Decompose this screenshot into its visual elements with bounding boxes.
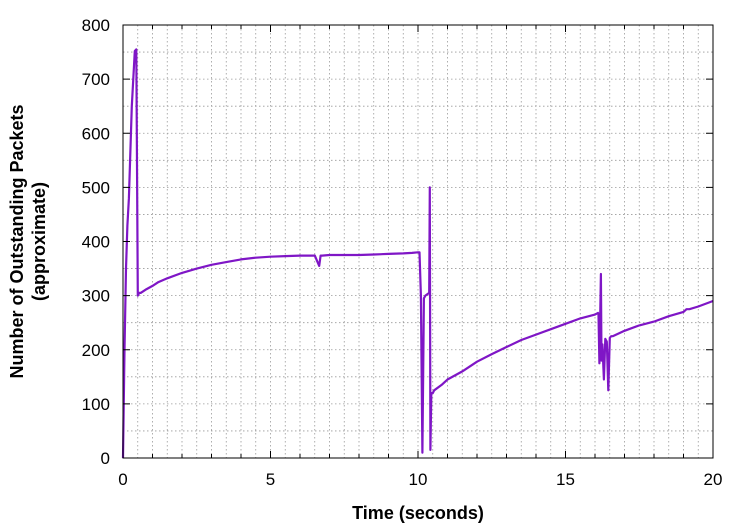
y-tick-label: 100 xyxy=(82,395,110,414)
y-tick-label: 300 xyxy=(82,287,110,306)
y-axis-label-line: (approximate) xyxy=(29,182,49,301)
x-tick-labels: 0 5 10 15 20 xyxy=(118,470,722,489)
y-tick-label: 800 xyxy=(82,16,110,35)
y-tick-label: 500 xyxy=(82,178,110,197)
y-tick-labels: 0 100 200 300 400 500 600 700 800 xyxy=(82,16,110,468)
x-tick-label: 0 xyxy=(118,470,127,489)
x-tick-label: 5 xyxy=(266,470,275,489)
x-axis-label: Time (seconds) xyxy=(352,503,484,523)
x-tick-label: 20 xyxy=(704,470,723,489)
y-tick-label: 400 xyxy=(82,233,110,252)
y-tick-label: 600 xyxy=(82,124,110,143)
series-line-0 xyxy=(121,48,714,459)
y-axis-label-line: Number of Outstanding Packets xyxy=(7,104,27,378)
x-tick-label: 10 xyxy=(409,470,428,489)
series-layer xyxy=(121,48,714,459)
y-tick-label: 0 xyxy=(101,449,110,468)
y-tick-label: 700 xyxy=(82,70,110,89)
y-tick-label: 200 xyxy=(82,341,110,360)
y-axis-label: Number of Outstanding Packets (approximat… xyxy=(7,104,49,378)
grid-lines xyxy=(122,24,714,459)
axis-ticks xyxy=(122,24,714,459)
x-tick-label: 15 xyxy=(556,470,575,489)
